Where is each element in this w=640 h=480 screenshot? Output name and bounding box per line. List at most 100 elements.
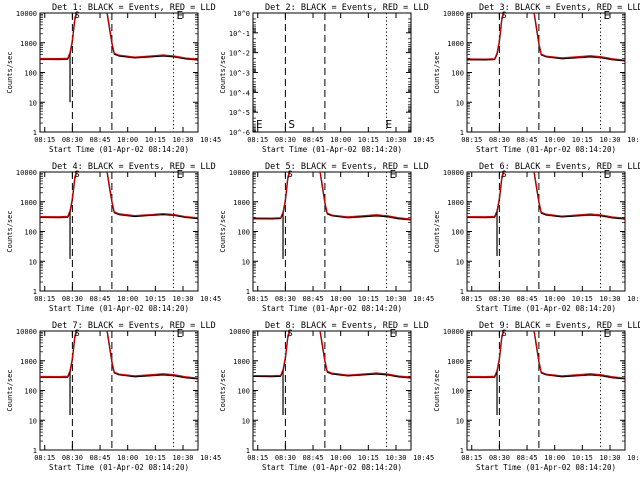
- x-tick-label: 10:00: [544, 295, 565, 303]
- y-tick-label: 1: [460, 129, 464, 137]
- y-tick-label: 1000: [233, 199, 250, 207]
- x-tick-label: 10:45: [200, 295, 221, 303]
- y-tick-label: 10^0: [233, 10, 250, 18]
- y-tick-label: 1: [460, 288, 464, 296]
- panel-title: Det 5: BLACK = Events, RED = LLD: [265, 162, 429, 172]
- panel-det-1: Det 1: BLACK = Events, RED = LLD Counts/s…: [6, 3, 221, 154]
- x-tick-label: 08:30: [62, 295, 83, 303]
- x-tick-label: 10:15: [145, 454, 166, 462]
- plot-frame: [39, 171, 199, 292]
- flag-s: S: [288, 118, 295, 131]
- x-axis-label: Start Time (01-Apr-02 08:14:20): [262, 145, 402, 154]
- plot-frame: [466, 171, 626, 292]
- x-tick-label: 08:30: [489, 295, 510, 303]
- x-tick-label: 10:15: [145, 295, 166, 303]
- x-tick-label: 10:30: [172, 454, 193, 462]
- y-tick-label: 10000: [443, 328, 464, 336]
- flag-s: S: [501, 11, 506, 21]
- y-tick-label: 10^-3: [229, 70, 250, 78]
- x-axis-label: Start Time (01-Apr-02 08:14:20): [49, 463, 189, 472]
- y-tick-label: 10^-1: [229, 30, 250, 38]
- flag-s: S: [74, 170, 79, 180]
- x-tick-label: 08:15: [34, 136, 55, 144]
- x-tick-label: 10:15: [572, 136, 593, 144]
- x-tick-label: 10:00: [330, 136, 351, 144]
- y-tick-label: 100: [24, 229, 37, 237]
- x-tick-label: 10:00: [117, 295, 138, 303]
- panel-title: Det 8: BLACK = Events, RED = LLD: [265, 321, 429, 331]
- y-tick-label: 1000: [233, 358, 250, 366]
- lld-series-line: [467, 172, 625, 219]
- x-tick-label: 10:00: [330, 454, 351, 462]
- x-tick-label: 10:30: [599, 454, 620, 462]
- x-axis-label: Start Time (01-Apr-02 08:14:20): [262, 463, 402, 472]
- x-tick-label: 08:15: [461, 295, 482, 303]
- y-tick-label: 1000: [20, 199, 37, 207]
- flag-e: E: [390, 327, 397, 340]
- x-axis-label: Start Time (01-Apr-02 08:14:20): [476, 145, 616, 154]
- x-axis-label: Start Time (01-Apr-02 08:14:20): [476, 463, 616, 472]
- plot-frame: [466, 330, 626, 451]
- y-tick-label: 10000: [16, 328, 37, 336]
- x-axis-label: Start Time (01-Apr-02 08:14:20): [49, 304, 189, 313]
- x-tick-label: 10:15: [358, 136, 379, 144]
- y-tick-label: 100: [451, 229, 464, 237]
- y-axis-label: Counts/sec: [6, 210, 14, 252]
- x-axis-label: Start Time (01-Apr-02 08:14:20): [476, 304, 616, 313]
- events-series-line: [40, 172, 198, 220]
- events-series-line: [253, 331, 411, 379]
- x-tick-label: 10:15: [358, 454, 379, 462]
- x-tick-label: 08:15: [247, 136, 268, 144]
- panel-det-2: Det 2: BLACK = Events, RED = LLD Counts/s…: [219, 3, 434, 154]
- y-axis-label: Counts/sec: [219, 51, 227, 93]
- y-tick-label: 10000: [229, 169, 250, 177]
- y-tick-label: 10: [242, 417, 250, 425]
- x-tick-label: 10:15: [145, 136, 166, 144]
- plot-frame: [252, 12, 412, 133]
- panel-det-3: Det 3: BLACK = Events, RED = LLD Counts/s…: [433, 3, 640, 154]
- panel-title: Det 3: BLACK = Events, RED = LLD: [479, 3, 640, 13]
- panel-title: Det 2: BLACK = Events, RED = LLD: [265, 3, 429, 13]
- panel-det-6: Det 6: BLACK = Events, RED = LLD Counts/s…: [433, 162, 640, 313]
- flag-e: E: [386, 118, 393, 131]
- x-tick-label: 10:45: [413, 454, 434, 462]
- x-tick-label: 08:15: [461, 454, 482, 462]
- y-tick-label: 1: [33, 447, 37, 455]
- panel-title: Det 6: BLACK = Events, RED = LLD: [479, 162, 640, 172]
- flag-s: S: [287, 329, 292, 339]
- panel-det-8: Det 8: BLACK = Events, RED = LLD Counts/s…: [219, 321, 434, 472]
- y-tick-label: 10000: [229, 328, 250, 336]
- events-series-line: [40, 13, 198, 61]
- panel-title: Det 1: BLACK = Events, RED = LLD: [52, 3, 216, 13]
- y-tick-label: 10^-5: [229, 109, 250, 117]
- panel-det-4: Det 4: BLACK = Events, RED = LLD Counts/s…: [6, 162, 221, 313]
- x-tick-label: 10:45: [413, 136, 434, 144]
- x-tick-label: 10:00: [117, 454, 138, 462]
- panel-title: Det 9: BLACK = Events, RED = LLD: [479, 321, 640, 331]
- lld-series-line: [253, 172, 411, 220]
- panel-det-9: Det 9: BLACK = Events, RED = LLD Counts/s…: [433, 321, 640, 472]
- y-axis-label: Counts/sec: [6, 51, 14, 93]
- x-tick-label: 08:45: [90, 136, 111, 144]
- x-tick-label: 10:15: [572, 454, 593, 462]
- events-series-line: [40, 331, 198, 380]
- lld-series-line: [467, 13, 625, 61]
- y-tick-label: 1: [33, 288, 37, 296]
- y-tick-label: 10^-6: [229, 129, 250, 137]
- y-tick-label: 10: [456, 258, 464, 266]
- x-tick-label: 08:45: [517, 136, 538, 144]
- plot-frame: [252, 330, 412, 451]
- x-tick-label: 08:30: [489, 136, 510, 144]
- x-tick-label: 10:45: [627, 454, 640, 462]
- flag-e: E: [390, 168, 397, 181]
- x-tick-label: 10:30: [385, 295, 406, 303]
- y-tick-label: 10: [29, 258, 37, 266]
- x-tick-label: 10:30: [172, 136, 193, 144]
- events-series-line: [467, 13, 625, 62]
- x-tick-label: 10:45: [200, 454, 221, 462]
- x-tick-label: 08:45: [517, 454, 538, 462]
- x-tick-label: 10:45: [627, 295, 640, 303]
- y-tick-label: 10: [456, 99, 464, 107]
- plot-frame: [39, 12, 199, 133]
